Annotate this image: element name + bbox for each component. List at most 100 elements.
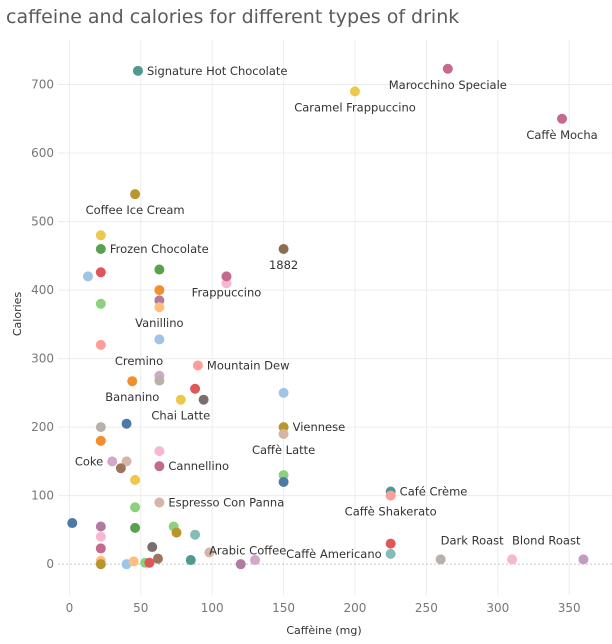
data-point[interactable] [198,394,209,405]
point-label: Café Crème [400,485,468,499]
data-point[interactable] [557,113,568,124]
data-point[interactable] [154,497,165,508]
data-point[interactable] [95,298,106,309]
point-label: Bananino [105,390,159,404]
data-point[interactable] [95,422,106,433]
data-point[interactable] [154,295,165,306]
data-point[interactable] [130,474,141,485]
data-point[interactable] [278,243,289,254]
data-point[interactable] [278,422,289,433]
data-point[interactable] [442,63,453,74]
data-point[interactable] [152,553,163,564]
data-point[interactable] [171,527,182,538]
data-point[interactable] [192,360,203,371]
data-point[interactable] [95,559,106,570]
data-point[interactable] [154,375,165,386]
point-label: Arabic Coffee [209,544,286,558]
data-point[interactable] [154,302,165,313]
data-point[interactable] [385,490,396,501]
data-point[interactable] [278,428,289,439]
x-axis-ticks: 0 50 100 150 200 250 300 350 [66,601,581,615]
data-point[interactable] [385,538,396,549]
data-point[interactable] [154,334,165,345]
data-point[interactable] [130,522,141,533]
y-tick-label: 100 [31,489,54,503]
data-point[interactable] [190,529,201,540]
data-point[interactable] [144,557,155,568]
data-point[interactable] [507,554,518,565]
data-point[interactable] [278,470,289,481]
point-label: Frappuccino [192,285,262,299]
point-label: Viennese [293,420,346,434]
data-point[interactable] [278,387,289,398]
data-point[interactable] [154,446,165,457]
data-point[interactable] [175,394,186,405]
data-point[interactable] [147,542,158,553]
gridlines [58,40,612,595]
x-tick-label: 50 [133,601,148,615]
data-point[interactable] [95,339,106,350]
y-tick-label: 400 [31,283,54,297]
data-point[interactable] [349,86,360,97]
data-point[interactable] [130,502,141,513]
data-point[interactable] [82,271,93,282]
data-point[interactable] [95,543,106,554]
data-point[interactable] [190,383,201,394]
point-label: Dark Roast [441,533,504,547]
y-tick-label: 0 [46,557,54,571]
point-label: Caffè Shakerato [345,505,437,519]
data-point[interactable] [278,476,289,487]
point-label: Blond Roast [512,533,581,547]
x-tick-label: 200 [344,601,367,615]
data-point[interactable] [185,555,196,566]
data-point[interactable] [130,189,141,200]
data-point[interactable] [250,555,261,566]
point-label: Frozen Chocolate [110,242,209,256]
y-tick-label: 200 [31,420,54,434]
data-point[interactable] [107,456,118,467]
data-point[interactable] [95,243,106,254]
point-label: Signature Hot Chocolate [147,64,288,78]
data-point[interactable] [67,518,78,529]
data-point[interactable] [115,463,126,474]
data-point[interactable] [578,554,589,565]
data-point[interactable] [435,554,446,565]
y-axis-title: Calories [11,292,24,337]
data-point[interactable] [132,65,143,76]
data-point[interactable] [221,271,232,282]
data-point[interactable] [121,418,132,429]
point-label: Caramel Frappuccino [294,100,416,114]
point-label: Chai Latte [151,409,210,423]
point-label: Caffè Americano [286,547,382,561]
data-point[interactable] [95,521,106,532]
data-point[interactable] [95,435,106,446]
x-tick-label: 0 [66,601,74,615]
point-label: Marocchino Speciale [389,78,507,92]
data-point[interactable] [154,264,165,275]
y-tick-label: 600 [31,146,54,160]
data-point[interactable] [154,285,165,296]
data-point[interactable] [235,559,246,570]
data-point[interactable] [95,531,106,542]
x-tick-label: 300 [486,601,509,615]
data-point[interactable] [128,556,139,567]
data-point[interactable] [121,456,132,467]
point-label: Coffee Ice Cream [86,203,185,217]
data-point[interactable] [204,547,215,558]
y-tick-label: 500 [31,215,54,229]
data-point[interactable] [154,461,165,472]
data-point[interactable] [221,278,232,289]
data-point[interactable] [385,548,396,559]
x-tick-label: 350 [558,601,581,615]
point-labels: Signature Hot Chocolate Marocchino Specia… [75,64,598,561]
data-point[interactable] [95,230,106,241]
point-label: Espresso Con Panna [168,496,284,510]
point-label: Vanillino [135,316,183,330]
y-tick-label: 700 [31,78,54,92]
point-label: Cremino [115,354,163,368]
point-label: Mountain Dew [207,358,290,372]
data-point[interactable] [95,267,106,278]
point-label: 1882 [269,258,298,272]
data-point[interactable] [127,376,138,387]
